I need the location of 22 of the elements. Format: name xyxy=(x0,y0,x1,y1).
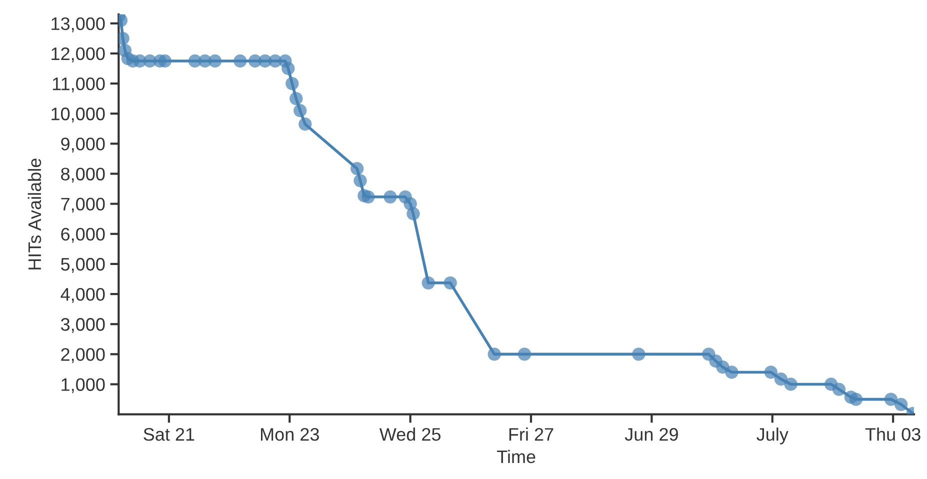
x-tick-label: Jun 29 xyxy=(624,428,678,441)
x-tick-label: Fri 27 xyxy=(509,428,554,441)
y-tick-label: 13,000 xyxy=(52,17,105,32)
y-tick-label: 4,000 xyxy=(60,288,105,303)
y-axis-title: HITs Available xyxy=(28,158,42,270)
x-axis-title: Time xyxy=(497,450,536,464)
y-tick-label: 7,000 xyxy=(61,198,105,213)
y-tick-label: 1,000 xyxy=(62,378,105,394)
x-tick-label: Sat 21 xyxy=(144,428,194,441)
y-tick-label: 12,000 xyxy=(52,47,105,62)
y-tick-label: 5,000 xyxy=(61,258,105,273)
y-tick-label: 10,000 xyxy=(52,108,105,122)
y-tick-label: 8,000 xyxy=(61,168,105,183)
x-tick-label: Wed 25 xyxy=(379,428,441,441)
y-tick-label: 9,000 xyxy=(61,138,105,153)
y-tick-label: 6,000 xyxy=(61,228,105,243)
y-tick-label: 11,000 xyxy=(52,77,105,92)
x-tick-label: July xyxy=(756,428,788,444)
y-tick-label: 3,000 xyxy=(60,318,105,333)
x-tick-label: Thu 03 xyxy=(865,428,920,441)
x-tick-label: Mon 23 xyxy=(261,428,319,441)
y-tick-label: 2,000 xyxy=(61,348,105,364)
